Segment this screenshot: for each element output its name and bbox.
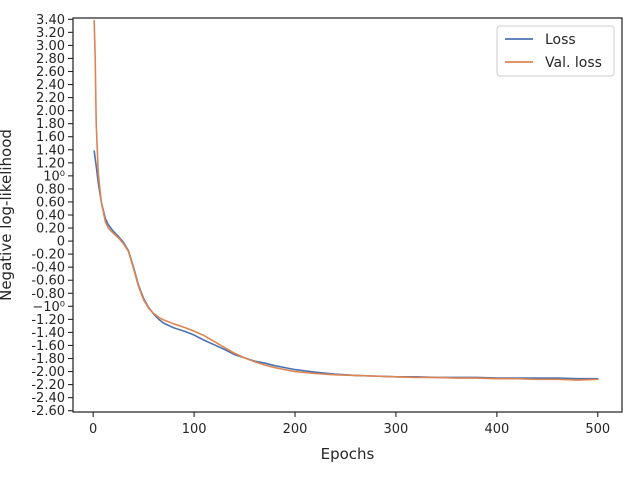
series-layer — [93, 19, 599, 381]
y-tick-label: 1.80 — [36, 117, 65, 132]
y-axis-label: Negative log-likelihood — [0, 129, 15, 301]
y-tick-label: -1.20 — [31, 313, 65, 328]
plot-frame — [72, 17, 623, 413]
series-line-1 — [93, 19, 599, 381]
y-tick-label: -1.80 — [31, 352, 65, 367]
y-tick-label: -1.40 — [31, 326, 65, 341]
y-tick-label: 2.60 — [36, 65, 65, 80]
legend-label: Loss — [545, 32, 576, 48]
y-tick-label: -0.80 — [31, 287, 65, 302]
legend-label: Val. loss — [545, 55, 602, 71]
y-tick-label: 0 — [57, 235, 65, 250]
y-tick-label: -0.20 — [31, 248, 65, 263]
series-line-0 — [93, 150, 599, 380]
y-tick-label: 2.40 — [36, 78, 65, 93]
y-tick-label: -2.20 — [31, 378, 65, 393]
y-tick-label: 2.00 — [36, 104, 65, 119]
y-tick-label: -2.60 — [31, 404, 65, 419]
x-axis-ticks: 0 100 200 300 400 500 — [89, 412, 610, 437]
y-tick-label: -2.40 — [31, 391, 65, 406]
legend: Loss Val. loss — [496, 25, 615, 77]
x-tick-label: 500 — [585, 422, 610, 437]
y-tick-label: 1.40 — [36, 143, 65, 158]
y-tick-label: 3.40 — [36, 13, 65, 28]
y-tick-label: 3.20 — [36, 26, 65, 41]
x-tick-label: 400 — [484, 422, 509, 437]
y-tick-label: 1.20 — [36, 156, 65, 171]
y-tick-label: 0.60 — [36, 195, 65, 210]
y-tick-label: -1.60 — [31, 339, 65, 354]
y-tick-label: 2.80 — [36, 52, 65, 67]
y-tick-label: 0.80 — [36, 182, 65, 197]
y-tick-label: 1.60 — [36, 130, 65, 145]
y-tick-label: 0.40 — [36, 209, 65, 224]
y-tick-label: -0.40 — [31, 261, 65, 276]
x-axis-label: Epochs — [321, 445, 375, 463]
x-tick-label: 0 — [89, 422, 97, 437]
y-tick-label: -2.00 — [31, 365, 65, 380]
y-tick-label: 10⁰ — [43, 169, 65, 184]
y-tick-label: 3.00 — [36, 39, 65, 54]
y-tick-label: -0.60 — [31, 274, 65, 289]
y-tick-label: 0.20 — [36, 222, 65, 237]
y-tick-label: −10⁰ — [32, 300, 65, 315]
x-tick-label: 200 — [283, 422, 308, 437]
y-tick-label: 2.20 — [36, 91, 65, 106]
x-tick-label: 300 — [384, 422, 409, 437]
y-axis-ticks: -2.60-2.40-2.20-2.00-1.80-1.60-1.40-1.20… — [31, 13, 73, 419]
x-tick-label: 100 — [182, 422, 207, 437]
